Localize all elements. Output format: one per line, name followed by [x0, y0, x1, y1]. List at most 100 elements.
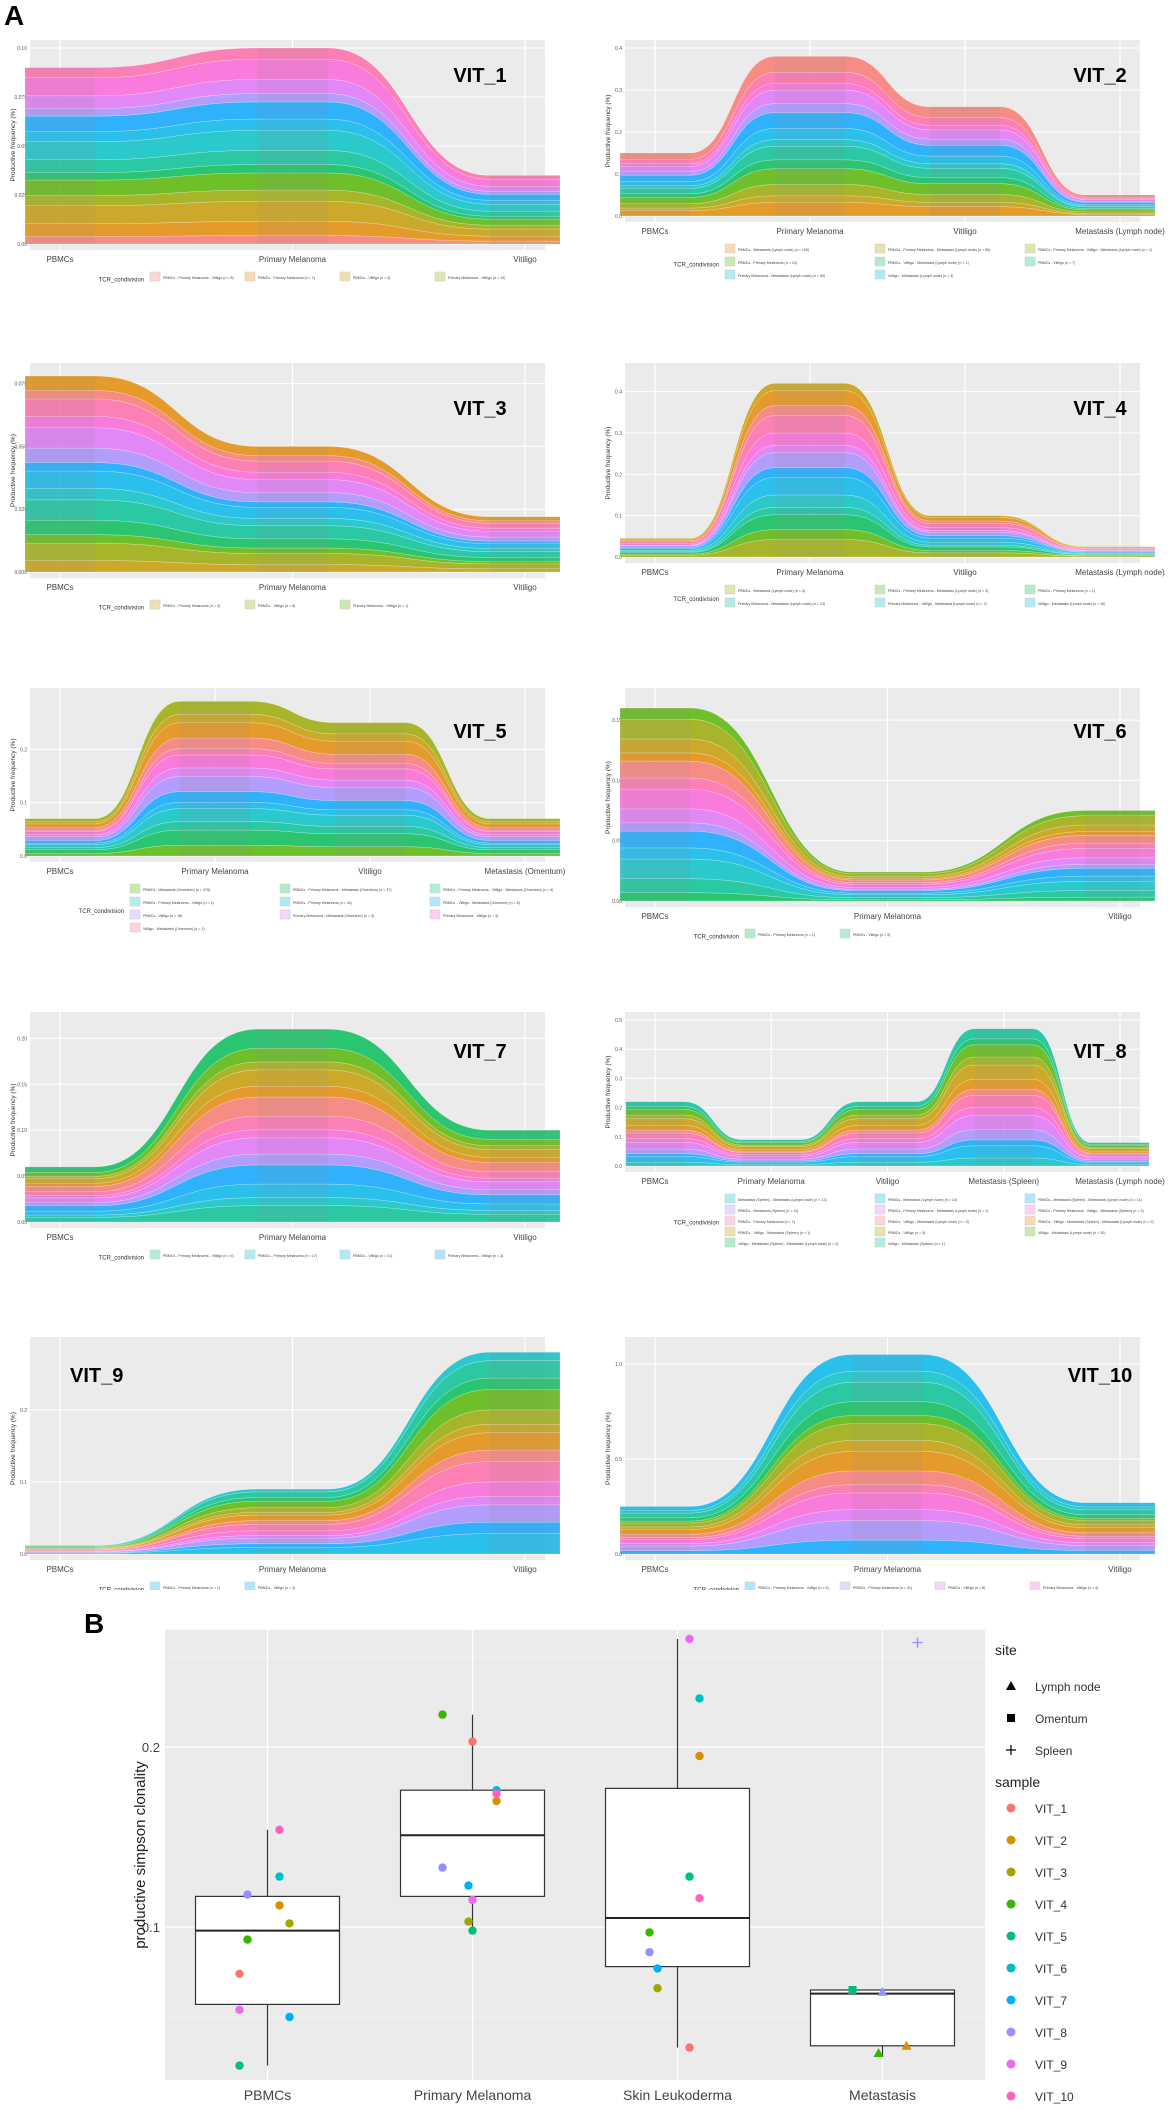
point-circle	[275, 1872, 284, 1881]
chart-title: VIT_6	[1073, 721, 1126, 743]
legend-sample-label: VIT_9	[1035, 2058, 1067, 2072]
flow-band	[24, 1352, 561, 1546]
legend-key	[149, 1581, 161, 1590]
legend-sample-label: VIT_3	[1035, 1866, 1067, 1880]
y-axis-label: Productive frequency (%)	[10, 1412, 17, 1485]
legend-key	[129, 922, 141, 933]
point-circle	[645, 1928, 654, 1937]
legend-key	[874, 1204, 886, 1215]
legend-key	[744, 1581, 756, 1590]
y-tick-label: 0.1	[615, 172, 622, 178]
point-circle	[468, 1926, 477, 1935]
y-tick-label: 0.5	[615, 1018, 622, 1024]
point-circle	[468, 1895, 477, 1905]
legend-triangle-key	[1006, 1681, 1016, 1690]
y-tick-label: 0.2	[615, 472, 622, 478]
x-tick-label: PBMCs	[46, 1565, 73, 1574]
point-square	[848, 1986, 857, 1994]
stratum-box	[974, 1028, 1033, 1166]
legend-label: PBMCs - Primary Melanoma (n = 41)	[853, 1586, 912, 1590]
legend-key	[339, 271, 351, 282]
legend-key	[724, 269, 736, 280]
x-tick-label: Vitiligo	[1108, 912, 1132, 921]
legend-cross-key	[1006, 1745, 1016, 1755]
flow-band	[625, 1028, 1150, 1145]
point-circle	[285, 1919, 294, 1928]
legend-key	[874, 1215, 886, 1226]
x-tick-label: Metastasis	[849, 2087, 916, 2103]
x-tick-label: Primary Melanoma	[738, 1177, 806, 1186]
legend-label: PBMCs - Primary Melanoma - Vitiligo - Me…	[1038, 1209, 1144, 1213]
point-circle	[285, 2012, 294, 2022]
stratum-box	[490, 516, 560, 572]
legend-label: Primary Melanoma - Vitiligo (n = 3)	[448, 1254, 503, 1258]
legend-title: TCR_condivision	[674, 1221, 719, 1227]
point-triangle	[877, 1986, 888, 1996]
point-circle	[438, 1863, 447, 1872]
x-tick-label: Primary Melanoma	[854, 912, 922, 921]
point-circle	[695, 1694, 704, 1703]
legend-key	[429, 896, 441, 907]
alluvial-chart-9: 0.0 0.1 0.2 PBMCs Primary Melanoma Vitiligo Pr…	[10, 1337, 561, 1591]
y-tick-label: 0.00	[17, 1220, 27, 1226]
legend-label: Primary Melanoma - Vitiligo (n = 3)	[443, 914, 498, 918]
stratum-box	[25, 1166, 95, 1222]
x-tick-label: PBMCs	[641, 227, 668, 236]
point-circle	[275, 1901, 284, 1910]
alluvial-chart-6: 0.00 0.05 0.10 0.15 PBMCs Primary Melanoma Vit…	[605, 688, 1156, 941]
point-circle	[685, 1872, 694, 1881]
legend-key	[244, 271, 256, 282]
legend-title: TCR_condivision	[99, 278, 144, 284]
legend-title: TCR_condivision	[79, 909, 124, 915]
point-circle	[243, 1890, 252, 1899]
x-tick-label: Vitiligo	[953, 568, 977, 577]
legend-key	[874, 1226, 886, 1237]
x-tick-label: Primary Melanoma	[776, 568, 844, 577]
legend-title: TCR_condivision	[99, 1588, 144, 1591]
stratum-box	[25, 1545, 95, 1554]
box-iqr	[399, 1789, 546, 1897]
y-tick-label: 0.15	[612, 718, 622, 724]
legend-key	[1024, 1226, 1036, 1237]
y-axis-label: Productive frequency (%)	[10, 739, 17, 812]
y-tick-label: 0.4	[615, 1047, 622, 1053]
stratum-box	[620, 538, 690, 557]
legend-title: TCR_condivision	[674, 263, 719, 269]
y-tick-label: 0.3	[615, 431, 622, 437]
y-tick-label: 0.10	[17, 1128, 27, 1134]
legend-label: PBMCs - Vitiligo - Metastasis (Spleen) -…	[1038, 1220, 1154, 1224]
stratum-box	[930, 106, 1000, 216]
legend-site-title: site	[995, 1642, 1017, 1658]
panel-a-label: A	[4, 0, 25, 31]
legend-label: PBMCs - Primary Melanoma - Metastasis (O…	[293, 888, 392, 892]
stratum-box	[490, 1130, 560, 1222]
point-circle	[492, 1796, 501, 1806]
y-axis-label: Productive frequency (%)	[605, 761, 612, 834]
stratum-box	[1090, 1142, 1150, 1166]
y-axis-label: Productive frequency (%)	[605, 95, 612, 168]
chart-title: VIT_8	[1073, 1041, 1126, 1063]
legend-key	[149, 599, 161, 610]
legend-sample-label: VIT_4	[1035, 1898, 1067, 1912]
stratum-box	[620, 153, 690, 216]
legend-sample-key	[1006, 2091, 1016, 2101]
stratum-box	[620, 1506, 690, 1554]
legend-key	[149, 1249, 161, 1260]
box-iqr	[809, 1989, 956, 2047]
x-tick-label: PBMCs	[46, 583, 73, 592]
x-tick-label: Primary Melanoma	[259, 255, 327, 264]
stratum-box	[25, 67, 95, 244]
stratum-box	[490, 818, 560, 856]
stratum-box	[257, 1489, 328, 1554]
legend-label: PBMCs - Vitiligo - Metastasis (Lymph nod…	[888, 261, 969, 265]
legend-sample-key	[1006, 1963, 1016, 1973]
y-axis-label: Productive frequency (%)	[10, 434, 17, 507]
legend-key	[434, 1249, 446, 1260]
legend-label: Primary Melanoma - Vitiligo - Metastasis…	[888, 602, 987, 606]
legend-label: Vitiligo - Metastasis (Spleen) - Metasta…	[738, 1242, 838, 1246]
y-tick-label: 0.0	[615, 555, 622, 561]
stratum-box	[1085, 195, 1155, 216]
legend-label: PBMCs - Metastasis (Omentum) (n = 378)	[143, 888, 210, 892]
y-tick-label: 0.00	[612, 899, 622, 905]
flow-band	[24, 47, 561, 180]
